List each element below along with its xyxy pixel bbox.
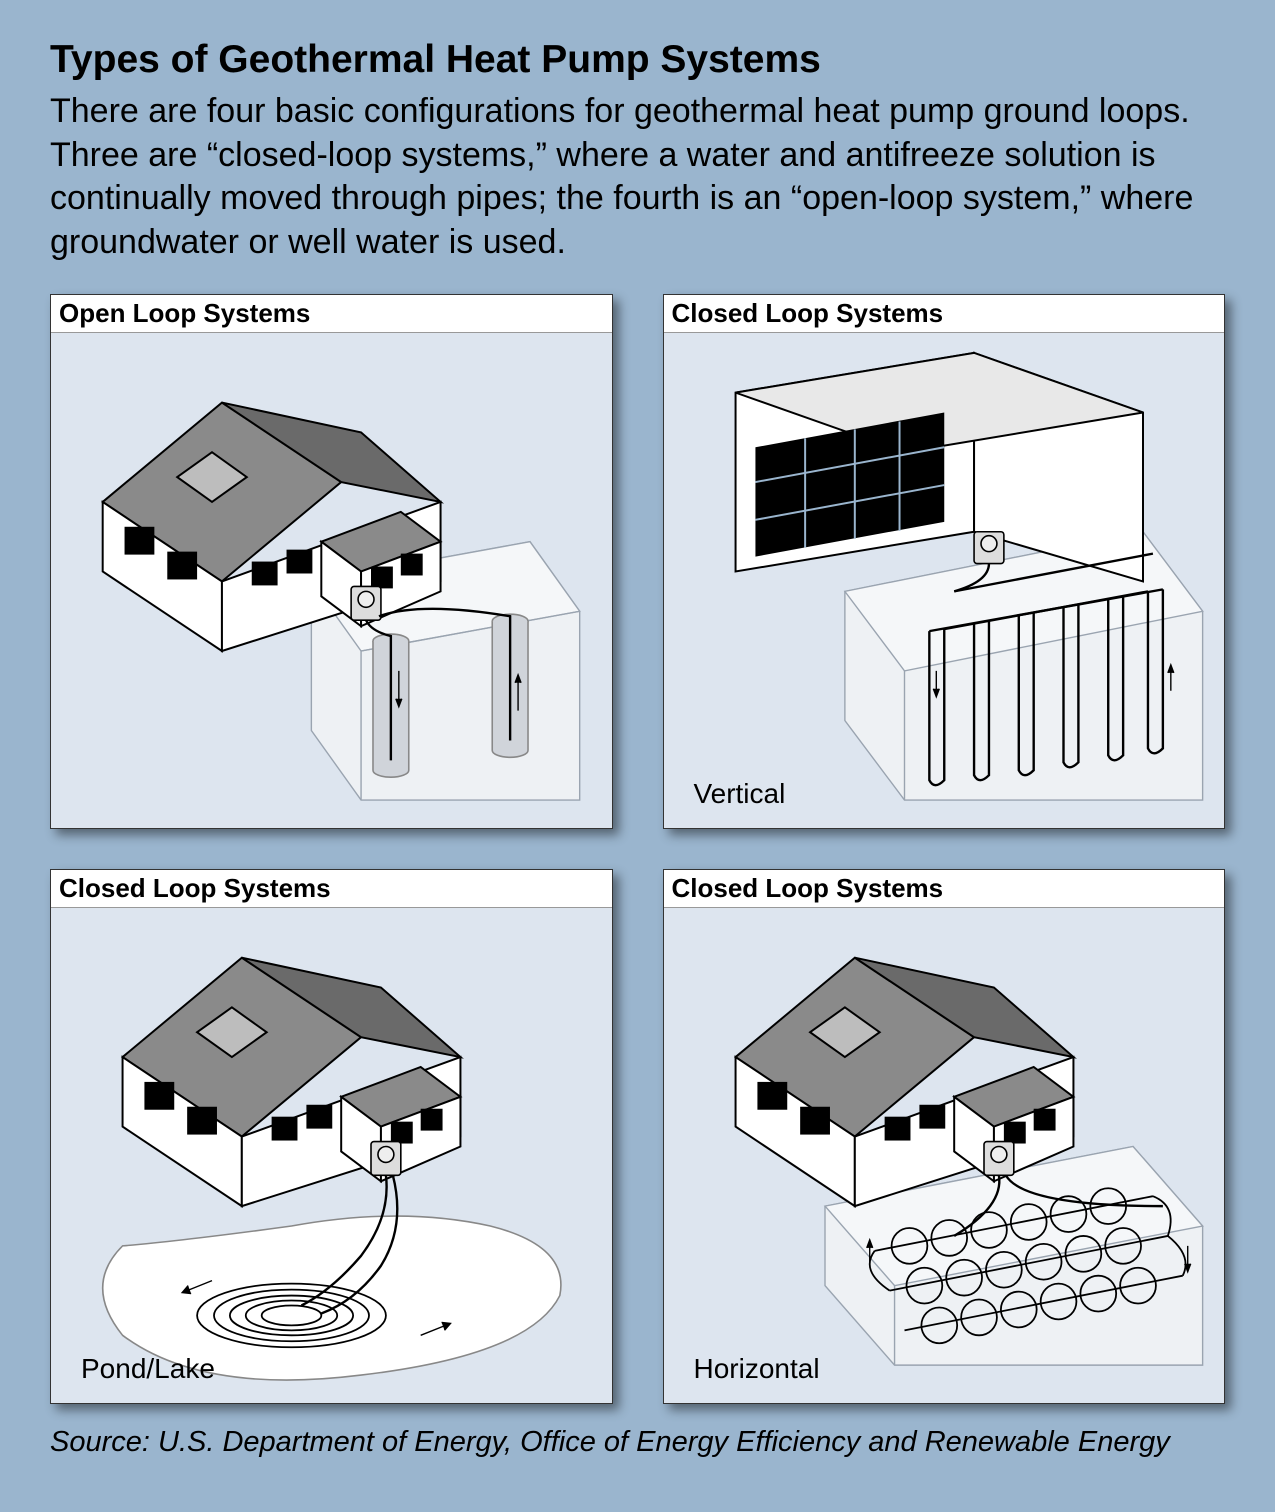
panel-label: Horizontal: [694, 1353, 820, 1385]
source-line: Source: U.S. Department of Energy, Offic…: [50, 1426, 1225, 1459]
panel-label: Pond/Lake: [81, 1353, 215, 1385]
panel-label: Vertical: [694, 778, 786, 810]
intro-text: There are four basic configurations for …: [50, 90, 1225, 264]
panel-closed-horizontal: Closed Loop Systems: [663, 869, 1226, 1404]
panel-title: Open Loop Systems: [51, 295, 612, 333]
panel-title: Closed Loop Systems: [664, 295, 1225, 333]
panel-grid: Open Loop Systems: [50, 294, 1225, 1404]
diagram-open-loop: [61, 333, 602, 810]
diagram-closed-vertical: [674, 333, 1215, 810]
panel-closed-pond: Closed Loop Systems: [50, 869, 613, 1404]
panel-title: Closed Loop Systems: [51, 870, 612, 908]
panel-title: Closed Loop Systems: [664, 870, 1225, 908]
panel-closed-vertical: Closed Loop Systems: [663, 294, 1226, 829]
diagram-closed-horizontal: [674, 908, 1215, 1385]
panel-open-loop: Open Loop Systems: [50, 294, 613, 829]
diagram-closed-pond: [61, 908, 602, 1385]
page-title: Types of Geothermal Heat Pump Systems: [50, 38, 1225, 82]
